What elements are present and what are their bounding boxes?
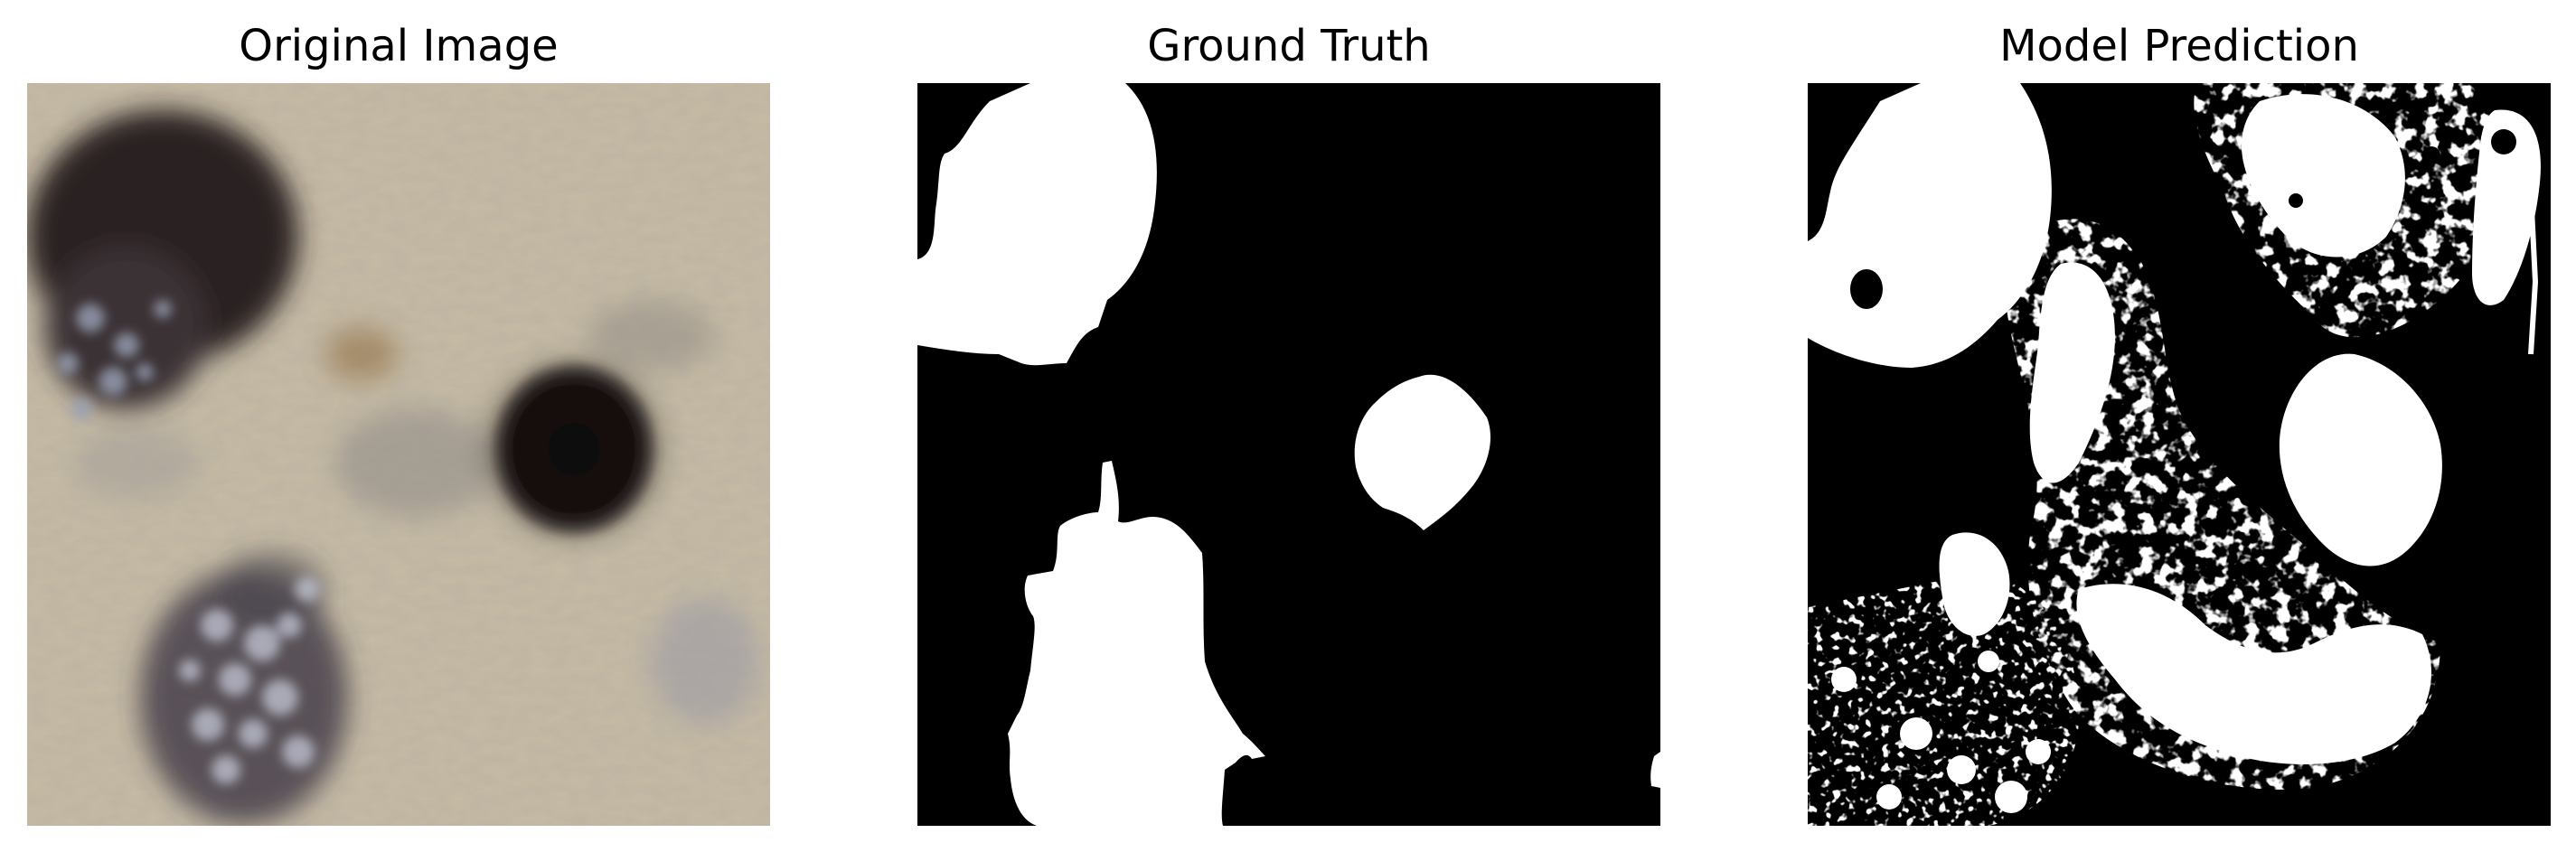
prediction-right-edge <box>2528 191 2539 355</box>
model-prediction-title: Model Prediction <box>1999 21 2359 71</box>
pred-region-right-mid <box>2472 109 2541 305</box>
truth-region-right-edge <box>1650 752 1660 788</box>
truth-region-center-right <box>1354 374 1491 530</box>
pred-speck-7 <box>1978 651 1999 672</box>
pred-speck-3 <box>1876 784 1902 810</box>
original-image-frame <box>27 83 770 826</box>
original-image-title: Original Image <box>239 21 559 71</box>
truth-region-upper-left <box>917 83 1157 366</box>
pred-speck-2 <box>1947 755 1976 784</box>
prediction-regions <box>1808 83 2541 813</box>
original-image <box>27 83 770 826</box>
pred-hole-center <box>2289 193 2303 208</box>
model-prediction-mask <box>1808 83 2551 826</box>
pred-hole-upper-left <box>1850 269 1883 309</box>
model-prediction-frame <box>1808 83 2551 826</box>
prediction-holes <box>1850 129 2516 399</box>
skin-shading <box>72 300 759 725</box>
ground-truth-frame <box>917 83 1660 826</box>
pred-region-left-mid <box>2029 262 2115 483</box>
truth-region-lower-left <box>1008 461 1265 826</box>
pred-speck-6 <box>1831 667 1857 692</box>
lower-left-lesion <box>140 553 348 824</box>
pred-region-center-oval <box>2279 353 2442 566</box>
pred-hole-mid <box>2449 381 2468 399</box>
pred-hole-right-top <box>2422 146 2440 164</box>
pred-hole-upper-right <box>2491 129 2516 154</box>
ground-truth-title: Ground Truth <box>1147 21 1431 71</box>
pred-speck-5 <box>2026 739 2051 764</box>
pred-speck-1 <box>1900 717 1932 750</box>
pred-region-lower-mass <box>2076 584 2431 764</box>
pred-speck-4 <box>1995 781 2027 813</box>
upper-left-lesion <box>27 110 298 419</box>
pred-region-lower-left-blob <box>1939 532 2010 636</box>
ground-truth-mask <box>917 83 1660 826</box>
central-dark-lesion <box>484 359 664 539</box>
pred-region-upper-right <box>2242 94 2405 257</box>
mask-regions <box>917 83 1660 826</box>
